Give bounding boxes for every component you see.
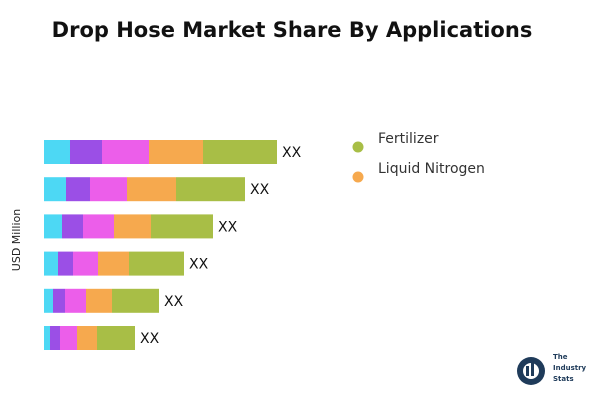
bar-segment — [70, 140, 102, 164]
bar-segment — [65, 288, 86, 313]
bar-segment — [203, 140, 277, 164]
logo-text-box: The Industry Stats — [553, 353, 587, 383]
bar-segment — [73, 251, 98, 276]
bar-segment — [50, 326, 60, 350]
bar-segment — [129, 251, 184, 276]
data-label: XX — [218, 219, 238, 235]
bar-segment — [90, 177, 127, 202]
data-label: XX — [250, 182, 270, 198]
bar-segment — [44, 251, 58, 276]
y-axis-label: USD Million — [10, 209, 23, 271]
bar-segment — [86, 288, 112, 313]
bar-segment — [149, 140, 203, 164]
bar-segment — [53, 288, 65, 313]
bar-segment — [44, 326, 50, 350]
bar-segment — [77, 326, 97, 350]
bar-segment — [127, 177, 176, 202]
bar-segment — [83, 214, 114, 239]
chart-title: Drop Hose Market Share By Applications — [52, 18, 533, 42]
data-label: XX — [140, 331, 160, 347]
logo: The Industry Stats — [517, 353, 587, 385]
bar-segment — [44, 214, 62, 239]
bar-segment — [114, 214, 151, 239]
bar-segment — [98, 251, 129, 276]
bar-segment — [102, 140, 149, 164]
legend-label: Liquid Nitrogen — [378, 161, 485, 177]
bar-segment — [44, 177, 66, 202]
bar-segment — [58, 251, 73, 276]
bar-segment — [44, 288, 53, 313]
data-label: XX — [282, 145, 302, 161]
legend-label: Fertilizer — [378, 131, 439, 147]
bar-segment — [60, 326, 77, 350]
legend-marker — [352, 171, 364, 183]
bar-segment — [62, 214, 83, 239]
data-label: XX — [164, 294, 184, 310]
logo-bar — [531, 362, 534, 376]
logo-text: The Industry Stats — [553, 353, 587, 383]
logo-bar — [526, 366, 529, 376]
bar-segment — [66, 177, 90, 202]
bar-segment — [176, 177, 245, 202]
legend-marker — [352, 141, 364, 153]
bar-segment — [151, 214, 213, 239]
bar-segment — [44, 140, 70, 164]
bar-segment — [97, 326, 135, 350]
bar-segment — [112, 288, 159, 313]
data-label: XX — [189, 257, 209, 273]
